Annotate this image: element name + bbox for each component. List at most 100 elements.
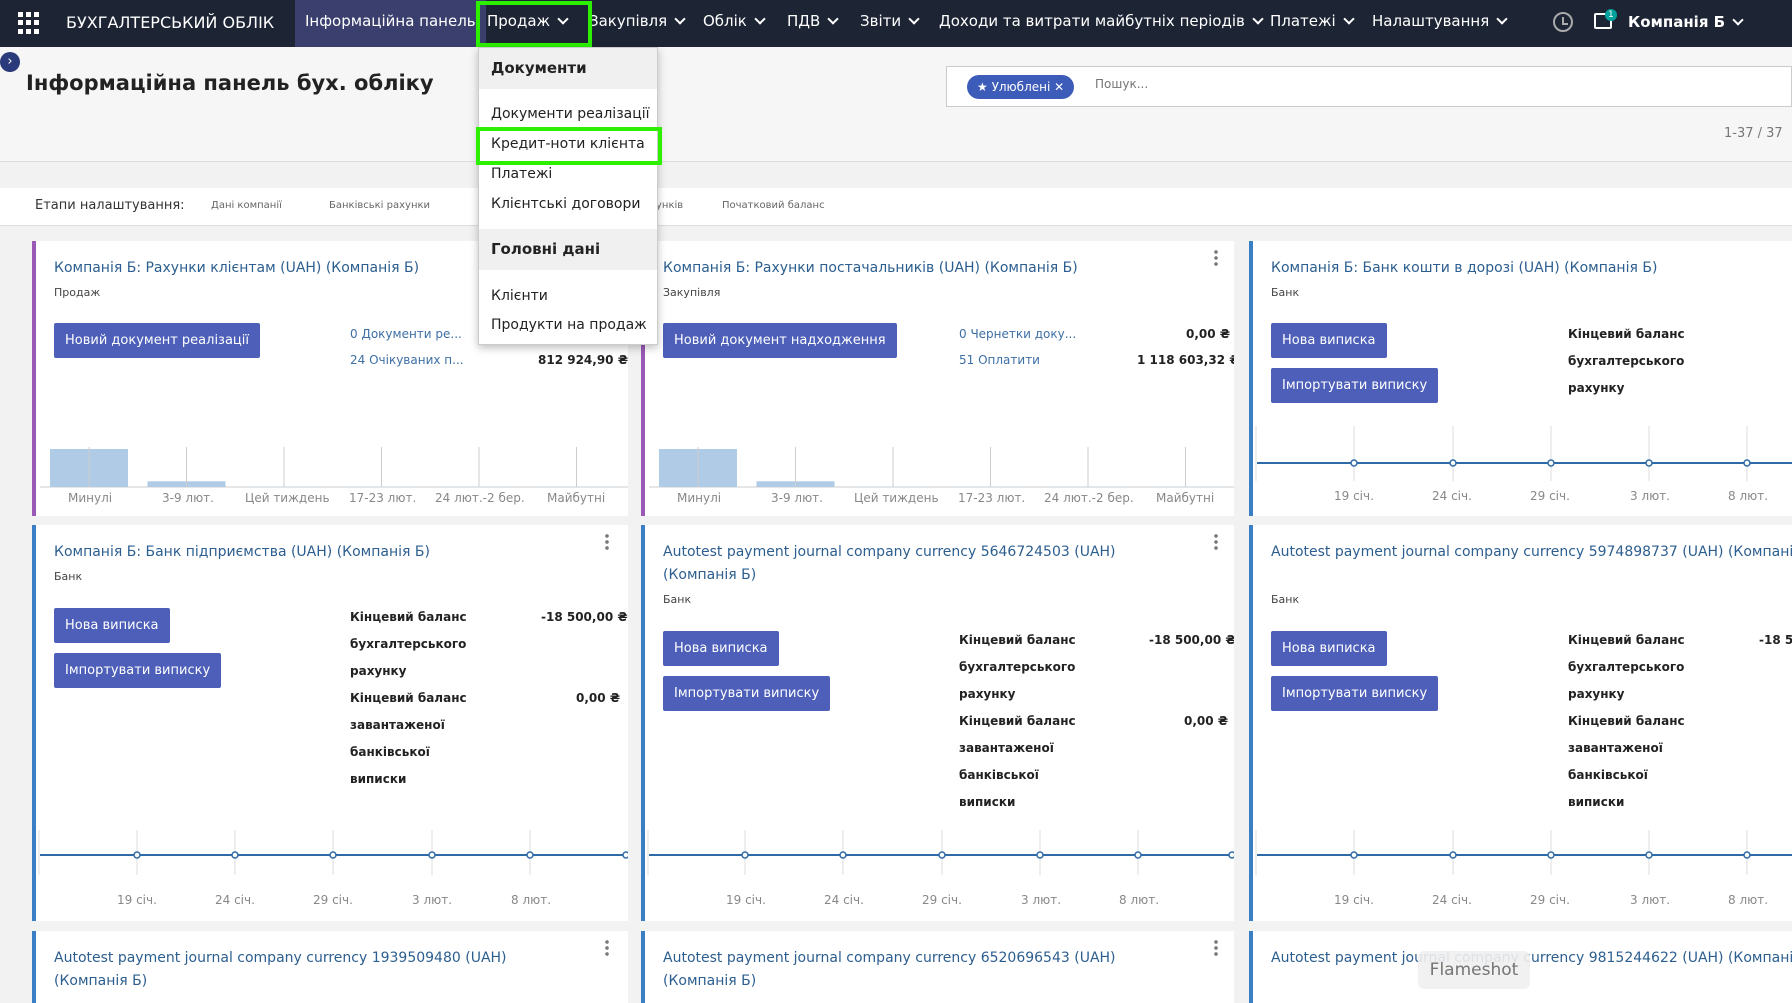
app-brand[interactable]: БУХГАЛТЕРСЬКИЙ ОБЛІК <box>66 13 275 32</box>
journal-title[interactable]: Компанія Б: Рахунки постачальників (UAH)… <box>663 260 1078 276</box>
journal-link[interactable]: 51 Оплатити <box>959 353 1040 367</box>
x-label: 19 січ. <box>1334 489 1374 503</box>
close-icon[interactable]: ✕ <box>1050 80 1065 94</box>
menu-dashboard[interactable]: Інформаційна панель <box>295 0 486 47</box>
balance-label: банківської <box>959 768 1039 782</box>
journal-amount: 812 924,90 ₴ <box>538 353 628 367</box>
import-statement-button[interactable]: Імпортувати виписку <box>54 653 222 688</box>
setup-step[interactable]: унків <box>656 200 684 211</box>
new-statement-button[interactable]: Нова виписка <box>54 608 170 643</box>
balance-label: Кінцевий баланс <box>959 714 1076 728</box>
line-chart[interactable] <box>1249 421 1792 481</box>
menu-label: Налаштування <box>1372 12 1490 30</box>
menu-settings[interactable]: Налаштування <box>1372 0 1508 47</box>
sidebar-toggle-icon[interactable]: › <box>0 52 20 72</box>
journal-title[interactable]: Autotest payment journal company currenc… <box>1271 950 1792 966</box>
menu-item-customers[interactable]: Клієнти <box>491 288 548 304</box>
dropdown-section-header: Документи <box>479 48 657 89</box>
new-statement-button[interactable]: Нова виписка <box>663 631 779 666</box>
menu-vat[interactable]: ПДВ <box>787 0 839 47</box>
balance-label: Кінцевий баланс <box>1568 714 1685 728</box>
menu-label: Закупівля <box>589 12 668 30</box>
balance-label: банківської <box>1568 768 1648 782</box>
chart-points <box>133 851 628 859</box>
menu-payments[interactable]: Платежі <box>1270 0 1355 47</box>
menu-purchases[interactable]: Закупівля <box>589 0 686 47</box>
journal-title[interactable]: Autotest payment journal company currenc… <box>663 950 1116 989</box>
journal-card: Компанія Б: Банк підприємства (UAH) (Ком… <box>32 525 628 921</box>
menu-deferrals[interactable]: Доходи та витрати майбутніх періодів <box>939 0 1264 47</box>
new-statement-button[interactable]: Нова виписка <box>1271 631 1387 666</box>
journal-title[interactable]: Компанія Б: Рахунки клієнтам (UAH) (Комп… <box>54 260 420 276</box>
new-statement-button[interactable]: Нова виписка <box>1271 323 1387 358</box>
menu-item-customer-contracts[interactable]: Клієнтські договори <box>491 196 641 212</box>
x-label: 29 січ. <box>922 893 962 907</box>
x-label: 3 лют. <box>1021 893 1062 907</box>
messages-badge: 1 <box>1605 9 1617 21</box>
chevron-down-icon <box>557 13 569 25</box>
journal-title[interactable]: Autotest payment journal company currenc… <box>663 544 1116 583</box>
balance-label: банківської <box>350 745 430 759</box>
chevron-down-icon <box>827 13 839 25</box>
line-chart[interactable] <box>32 830 628 890</box>
kebab-menu-icon[interactable] <box>1214 939 1218 957</box>
messages-icon[interactable] <box>1594 13 1612 29</box>
journal-title[interactable]: Autotest payment journal company currenc… <box>1271 544 1792 560</box>
menu-sales[interactable]: Продаж <box>487 0 569 47</box>
journal-type: Банк <box>663 593 692 606</box>
balance-label: рахунку <box>959 687 1016 701</box>
menu-item-payments[interactable]: Платежі <box>491 166 553 182</box>
journal-title[interactable]: Компанія Б: Банк підприємства (UAH) (Ком… <box>54 544 430 560</box>
balance-value: -18 500,00 ₴ <box>1149 633 1234 647</box>
bar-chart[interactable] <box>32 241 628 516</box>
journal-amount: 0,00 ₴ <box>1186 327 1231 341</box>
setup-step[interactable]: Дані компанії <box>211 200 282 211</box>
balance-label: завантаженої <box>959 741 1054 755</box>
journal-link[interactable]: 0 Документи ре... <box>350 327 462 341</box>
balance-label: Кінцевий баланс <box>1568 327 1685 341</box>
line-chart[interactable] <box>1249 830 1792 890</box>
setup-step[interactable]: Банківські рахунки <box>329 200 431 211</box>
journal-link[interactable]: 24 Очікуваних п... <box>350 353 464 367</box>
balance-label: бухгалтерського <box>1568 660 1685 674</box>
x-label: 24 січ. <box>1432 489 1472 503</box>
journal-title[interactable]: Компанія Б: Банк кошти в дорозі (UAH) (К… <box>1271 260 1658 276</box>
import-statement-button[interactable]: Імпортувати виписку <box>663 676 831 711</box>
kebab-menu-icon[interactable] <box>605 939 609 957</box>
search-input[interactable] <box>1095 77 1395 91</box>
bar-chart[interactable] <box>641 241 1234 516</box>
company-switcher[interactable]: Компанія Б <box>1628 13 1744 31</box>
clock-icon[interactable] <box>1553 12 1573 32</box>
import-statement-button[interactable]: Імпортувати виписку <box>1271 368 1439 403</box>
top-navbar: БУХГАЛТЕРСЬКИЙ ОБЛІК Інформаційна панель… <box>0 0 1792 47</box>
card-accent <box>1249 931 1253 1003</box>
company-name: Компанія Б <box>1628 13 1726 31</box>
menu-item-products[interactable]: Продукти на продаж <box>491 317 647 333</box>
favorites-facet[interactable]: ★ Улюблені ✕ <box>967 75 1075 99</box>
balance-value: 0,00 ₴ <box>576 691 621 705</box>
menu-item-credit-notes[interactable]: Кредит-ноти клієнта <box>491 136 645 152</box>
menu-accounting[interactable]: Облік <box>703 0 766 47</box>
menu-label: Платежі <box>1270 12 1336 30</box>
balance-label: Кінцевий баланс <box>350 691 467 705</box>
new-invoice-button[interactable]: Новий документ реалізації <box>54 323 261 358</box>
new-bill-button[interactable]: Новий документ надходження <box>663 323 897 358</box>
journal-link[interactable]: 0 Чернетки доку... <box>959 327 1077 341</box>
line-chart[interactable] <box>641 830 1234 890</box>
menu-item-sales-documents[interactable]: Документи реалізації <box>491 106 650 122</box>
setup-step[interactable]: Початковий баланс <box>722 200 825 211</box>
kebab-menu-icon[interactable] <box>605 533 609 551</box>
journal-amount: 1 118 603,32 ₴ <box>1137 353 1234 367</box>
search-bar[interactable]: ★ Улюблені ✕ <box>946 66 1792 107</box>
pager[interactable]: 1-37 / 37 <box>1724 126 1783 141</box>
x-label: Минулі <box>677 491 722 505</box>
balance-label: Кінцевий баланс <box>1568 633 1685 647</box>
kebab-menu-icon[interactable] <box>1214 249 1218 267</box>
journal-title[interactable]: Autotest payment journal company currenc… <box>54 950 507 989</box>
import-statement-button[interactable]: Імпортувати виписку <box>1271 676 1439 711</box>
kebab-menu-icon[interactable] <box>1214 533 1218 551</box>
apps-menu-icon[interactable] <box>18 12 40 34</box>
menu-reports[interactable]: Звіти <box>860 0 920 47</box>
facet-label: Улюблені <box>991 80 1051 94</box>
journal-type: Продаж <box>54 286 101 299</box>
